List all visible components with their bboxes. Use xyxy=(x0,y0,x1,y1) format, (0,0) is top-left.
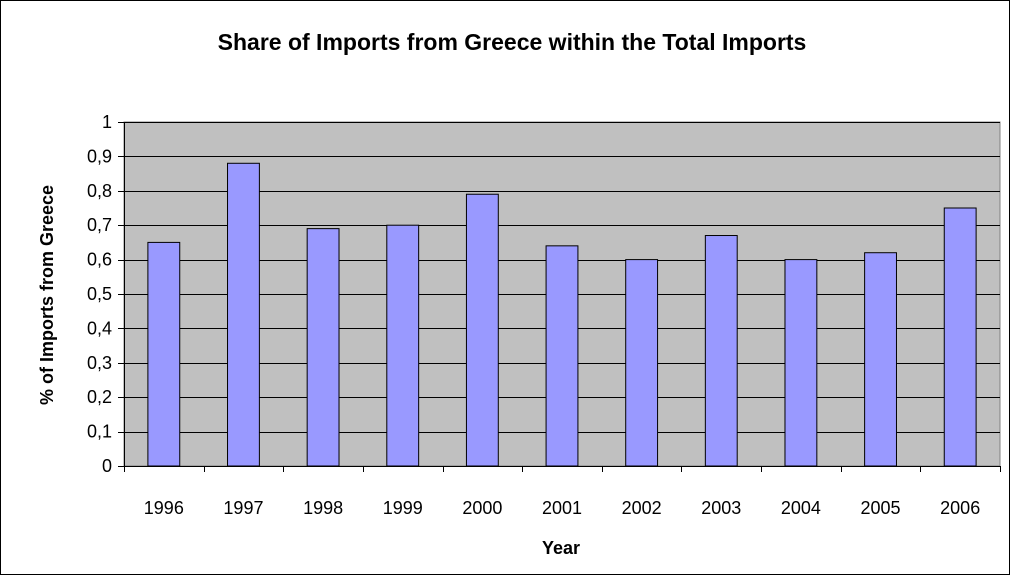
bar-2005 xyxy=(864,252,897,467)
x-tick-labels: 1996 1997 1998 1999 2000 2001 2002 2003 2004 2005… xyxy=(144,498,980,518)
x-tick-label: 1997 xyxy=(223,498,263,518)
x-tick-label: 1999 xyxy=(383,498,423,518)
y-tick-label: 1 xyxy=(102,112,112,132)
x-tick-label: 1998 xyxy=(303,498,343,518)
x-axis-label: Year xyxy=(542,538,580,558)
bar-2006 xyxy=(943,207,977,467)
x-tick-label: 2001 xyxy=(542,498,582,518)
axes xyxy=(118,122,1001,472)
y-tick-label: 0,5 xyxy=(87,284,112,304)
x-tick-label: 2003 xyxy=(701,498,741,518)
chart-title: Share of Imports from Greece within the … xyxy=(218,29,807,55)
bar-1997 xyxy=(227,162,260,467)
y-tick-label: 0,8 xyxy=(87,181,112,201)
bar-2004 xyxy=(784,259,818,467)
y-tick-label: 0,9 xyxy=(87,146,112,166)
y-tick-label: 0,2 xyxy=(87,387,112,407)
bar-2000 xyxy=(465,193,499,467)
y-tick-label: 0,1 xyxy=(87,422,112,442)
bar-1996 xyxy=(147,241,181,467)
x-tick-label: 1996 xyxy=(144,498,184,518)
x-tick-label: 2000 xyxy=(462,498,502,518)
x-tick-label: 2005 xyxy=(861,498,901,518)
y-tick-label: 0,7 xyxy=(87,215,112,235)
y-tick-label: 0 xyxy=(102,456,112,476)
x-tick-label: 2002 xyxy=(622,498,662,518)
y-tick-labels: 0 0,1 0,2 0,3 0,4 0,5 0,6 0,7 0,8 0,9 1 xyxy=(87,112,112,476)
bar-2001 xyxy=(545,245,579,467)
bar-1999 xyxy=(386,224,420,467)
y-tick-label: 0,3 xyxy=(87,353,112,373)
bar-2003 xyxy=(704,235,738,467)
bar-2002 xyxy=(625,259,659,467)
x-tick-label: 2004 xyxy=(781,498,821,518)
x-tick-label: 2006 xyxy=(940,498,980,518)
bar-1998 xyxy=(306,228,340,467)
y-axis-label: % of Imports from Greece xyxy=(37,185,57,405)
y-tick-label: 0,4 xyxy=(87,318,112,338)
y-tick-label: 0,6 xyxy=(87,250,112,270)
